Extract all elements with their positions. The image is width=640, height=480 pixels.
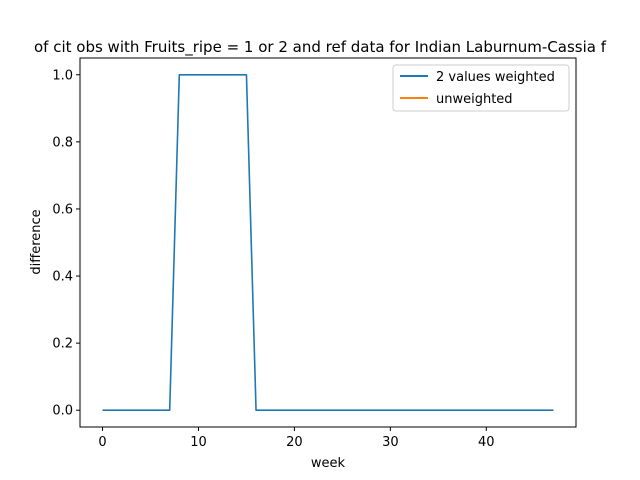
y-tick-label: 0.8: [52, 135, 73, 150]
y-tick-label: 0.2: [52, 337, 73, 352]
series-line-2-values-weighted: [102, 73, 554, 412]
x-tick-label: 40: [478, 435, 495, 450]
chart-title: of cit obs with Fruits_ripe = 1 or 2 and…: [34, 38, 607, 57]
series-layer: [102, 73, 554, 412]
x-tick-label: 10: [190, 435, 207, 450]
y-axis-label: difference: [29, 209, 44, 274]
x-tick-label: 20: [286, 435, 303, 450]
x-tick-label: 30: [382, 435, 399, 450]
y-tick-label: 0.6: [52, 202, 73, 217]
x-axis-label: week: [311, 456, 346, 471]
plot-area: [80, 58, 576, 427]
x-tick-label: 0: [98, 435, 106, 450]
legend-label-2-values-weighted: 2 values weighted: [436, 70, 555, 85]
plot-frame: [79, 57, 577, 428]
y-axis-ticks: 0.0 0.2 0.4 0.6 0.8 1.0: [52, 68, 80, 419]
y-tick-label: 1.0: [52, 68, 73, 83]
legend-label-unweighted: unweighted: [436, 92, 513, 107]
y-tick-label: 0.4: [52, 270, 73, 285]
legend: 2 values weighted unweighted: [392, 64, 570, 112]
x-axis-ticks: 0 10 20 30 40: [98, 427, 495, 450]
legend-frame: [392, 64, 570, 112]
y-tick-label: 0.0: [52, 404, 73, 419]
